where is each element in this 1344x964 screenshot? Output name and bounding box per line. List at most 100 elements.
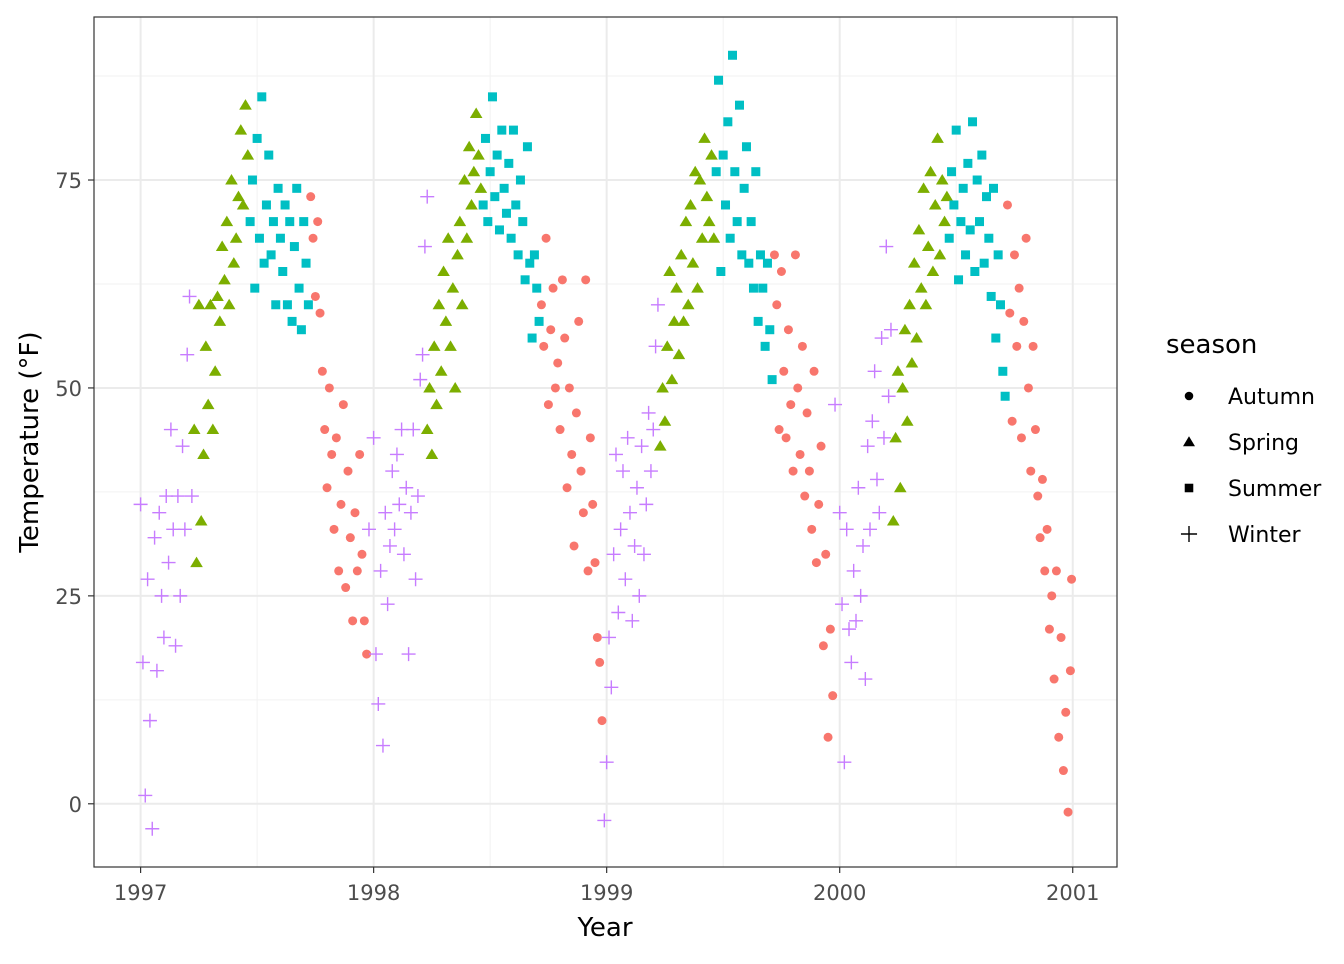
data-point-summer (739, 183, 749, 193)
axis-ticks: 1997 1998 1999 2000 2001 0 25 50 75 (55, 169, 1099, 905)
panel-background (94, 17, 1117, 867)
data-point-summer (728, 50, 738, 60)
data-point-winter (368, 647, 383, 662)
data-point-winter (147, 530, 162, 545)
data-point-autumn (560, 333, 570, 343)
data-point-spring (427, 340, 441, 351)
data-point-winter (403, 505, 418, 520)
legend-label-summer: Summer (1228, 477, 1322, 502)
data-point-autumn (1049, 674, 1059, 684)
data-point-winter (152, 505, 167, 520)
data-point-autumn (324, 383, 334, 393)
data-point-spring (935, 174, 949, 185)
data-point-autumn (788, 466, 798, 476)
data-point-summer (273, 183, 283, 193)
data-point-autumn (595, 657, 605, 667)
data-point-autumn (548, 283, 558, 293)
data-point-summer (280, 200, 290, 210)
data-point-spring (460, 232, 474, 243)
data-point-summer (760, 341, 770, 351)
data-point-autumn (769, 250, 779, 260)
data-point-winter (634, 439, 649, 454)
data-point-winter (883, 322, 898, 337)
data-point-summer (497, 125, 507, 135)
data-point-summer (250, 283, 260, 293)
legend-label-spring: Spring (1228, 431, 1299, 456)
data-point-summer (511, 200, 521, 210)
data-point-winter (173, 588, 188, 603)
data-point-summer (259, 258, 269, 268)
legend-key-spring-icon (1183, 436, 1195, 447)
data-point-summer (741, 142, 751, 152)
data-point-summer (266, 250, 276, 260)
data-point-spring (688, 165, 702, 177)
data-point-autumn (310, 291, 320, 301)
data-point-autumn (1014, 283, 1024, 293)
data-point-summer (991, 333, 1001, 343)
data-point-winter (615, 464, 630, 479)
data-point-summer (299, 217, 309, 227)
data-point-summer (506, 233, 516, 243)
data-point-winter (874, 331, 889, 346)
data-point-winter (608, 447, 623, 462)
data-point-winter (161, 555, 176, 570)
data-point-spring (199, 340, 213, 351)
data-point-autumn (567, 449, 577, 459)
data-point-summer (483, 217, 493, 227)
data-point-winter (851, 480, 866, 495)
data-point-summer (995, 300, 1005, 310)
data-point-summer (525, 258, 535, 268)
data-point-autumn (1033, 491, 1043, 501)
data-point-spring (441, 232, 455, 243)
data-point-autumn (536, 300, 546, 310)
data-point-spring (213, 315, 227, 326)
data-point-winter (168, 638, 183, 653)
data-point-spring (910, 332, 923, 343)
data-point-winter (177, 522, 192, 537)
data-point-summer (963, 158, 973, 168)
data-point-summer (1000, 391, 1010, 401)
data-point-winter (842, 622, 857, 637)
data-point-spring (898, 323, 912, 335)
data-point-summer (492, 150, 502, 160)
data-point-autumn (1061, 707, 1071, 717)
data-point-spring (227, 257, 241, 268)
data-point-spring (919, 298, 933, 310)
data-point-autumn (1030, 425, 1040, 435)
data-point-summer (278, 267, 288, 277)
y-tick-label: 75 (55, 169, 82, 193)
data-point-spring (455, 298, 469, 310)
data-point-winter (366, 430, 381, 445)
data-point-winter (650, 297, 665, 312)
data-point-autumn (359, 616, 369, 626)
data-point-spring (204, 298, 217, 310)
data-point-spring (893, 481, 907, 493)
data-point-winter (862, 522, 877, 537)
data-point-spring (239, 99, 252, 110)
data-point-spring (674, 248, 688, 260)
data-point-winter (867, 364, 882, 379)
data-point-spring (905, 356, 919, 368)
data-point-autumn (783, 325, 793, 335)
data-point-spring (914, 282, 928, 293)
legend-title: season (1166, 330, 1257, 360)
data-point-autumn (357, 549, 367, 559)
data-point-winter (837, 755, 852, 770)
data-point-autumn (576, 466, 586, 476)
data-point-summer (480, 133, 490, 143)
data-point-winter (182, 289, 197, 304)
data-point-autumn (569, 541, 579, 551)
legend-label-winter: Winter (1228, 523, 1301, 548)
data-point-winter (622, 505, 637, 520)
data-point-winter (855, 538, 870, 553)
data-point-summer (755, 250, 765, 260)
data-point-autumn (550, 383, 560, 393)
data-point-winter (618, 572, 633, 587)
data-point-winter (865, 414, 880, 429)
data-point-autumn (539, 341, 549, 351)
data-point-summer (518, 217, 528, 227)
data-point-summer (289, 242, 299, 252)
data-point-autumn (811, 558, 821, 568)
data-point-summer (721, 200, 731, 210)
